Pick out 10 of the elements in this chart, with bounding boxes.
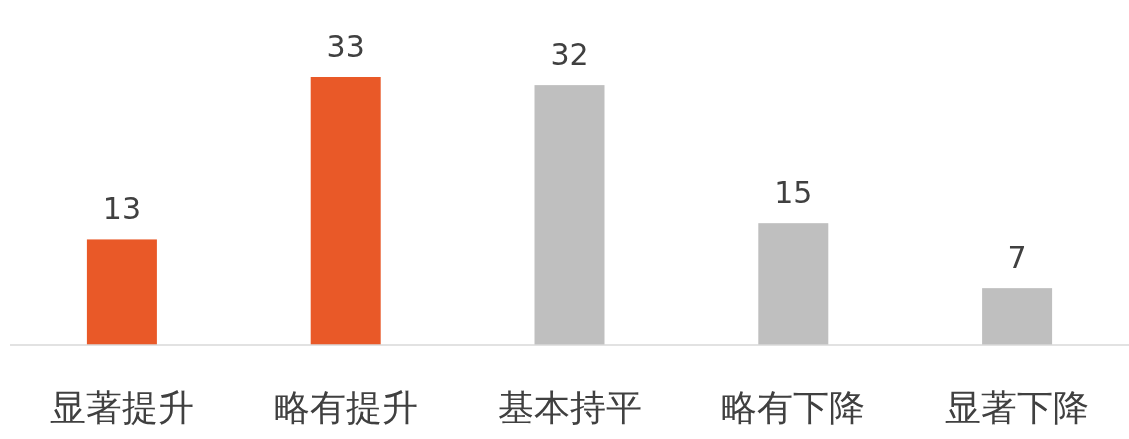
data-label: 32 — [550, 37, 589, 73]
data-label: 33 — [326, 29, 365, 64]
x-tick-label: 显著提升 — [49, 387, 194, 428]
data-label: 15 — [774, 175, 813, 211]
x-tick-label: 基本持平 — [497, 387, 642, 428]
data-label: 7 — [1007, 240, 1027, 276]
x-tick-label: 略有下降 — [721, 387, 866, 428]
x-tick-label: 显著下降 — [945, 387, 1090, 428]
data-label: 13 — [102, 191, 141, 227]
x-tick-label: 略有提升 — [273, 387, 418, 428]
